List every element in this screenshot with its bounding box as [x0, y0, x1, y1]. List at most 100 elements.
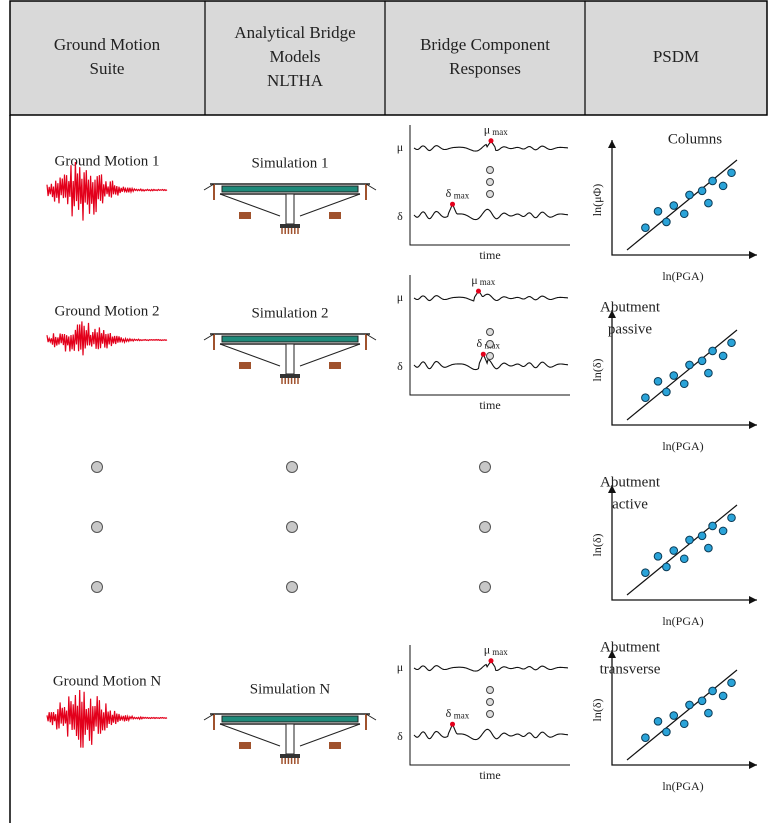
sample-point	[697, 356, 707, 366]
delta-max-base: δ	[446, 186, 452, 200]
delta-label: δ	[397, 729, 403, 743]
deck	[221, 185, 359, 193]
sample-point	[727, 338, 736, 348]
response-axes	[409, 275, 570, 396]
ellipsis-dot	[486, 166, 494, 174]
header-band	[9, 0, 768, 116]
ground-motion-record	[46, 321, 168, 356]
header-text: Suite	[90, 59, 125, 78]
delta-label: δ	[397, 209, 403, 223]
abutment-spring	[239, 212, 251, 219]
sample-point	[653, 717, 663, 726]
sample-point	[679, 379, 689, 389]
ellipsis-dot	[286, 521, 298, 533]
approach	[365, 713, 377, 721]
psdm-x-label: ln(PGA)	[662, 614, 703, 628]
sample-point	[718, 181, 728, 191]
sample-point	[653, 552, 663, 561]
ellipsis-dot	[91, 581, 103, 593]
abutment-spring	[239, 742, 251, 749]
approach	[203, 333, 215, 341]
ellipsis-dot	[286, 581, 298, 593]
arrow	[608, 140, 757, 259]
sample-point	[718, 691, 728, 701]
ellipsis-dot	[486, 190, 494, 198]
mu-label: μ	[397, 140, 403, 154]
sample-point	[662, 387, 671, 397]
simulation-label: Simulation 2	[251, 305, 328, 321]
delta-max-base: δ	[476, 336, 482, 350]
sample-point	[727, 678, 736, 688]
footing	[280, 754, 300, 758]
sample-point	[662, 727, 671, 737]
abutment-spring	[329, 362, 341, 369]
sample-point	[669, 371, 679, 380]
deck-soffit	[219, 723, 361, 747]
peak-marker	[450, 201, 455, 207]
ellipsis-dot	[486, 352, 494, 360]
psdm-y-label: ln(δ)	[590, 359, 604, 382]
sample-point	[679, 719, 689, 729]
ellipsis-dot	[486, 710, 494, 718]
delta-max-base: δ	[446, 706, 452, 720]
sample-point	[708, 176, 717, 186]
sample-point	[685, 190, 694, 200]
approach	[365, 333, 377, 341]
sample-point	[697, 531, 707, 541]
psdm-title: Abutment	[600, 474, 661, 490]
psdm-title: transverse	[600, 661, 661, 677]
column	[285, 193, 295, 225]
sample-point	[697, 186, 707, 196]
psdm-title: passive	[608, 321, 653, 337]
ground-motion-label: Ground Motion N	[53, 673, 162, 689]
sample-point	[669, 546, 679, 555]
response-trace	[413, 722, 569, 741]
sample-point	[708, 521, 717, 531]
psdm-y-label: ln(δ)	[590, 534, 604, 557]
regression-line	[626, 504, 738, 596]
sample-point	[662, 562, 671, 572]
psdm-y-label: ln(μΦ)	[590, 184, 604, 217]
sample-point	[641, 733, 650, 743]
column	[285, 723, 295, 755]
sample-point	[727, 513, 736, 523]
approach	[203, 183, 215, 191]
sample-point	[653, 377, 663, 386]
header-text: Responses	[449, 59, 521, 78]
sample-point	[653, 207, 663, 216]
psdm-title: Columns	[668, 131, 722, 147]
header-text: Models	[270, 47, 321, 66]
ellipsis-dot	[486, 698, 494, 706]
mu-max-sub: max	[480, 277, 496, 287]
psdm-axes	[611, 310, 757, 426]
peak-marker	[488, 658, 494, 664]
sample-point	[685, 360, 694, 370]
sample-point	[718, 351, 728, 361]
psdm-y-label: ln(δ)	[590, 699, 604, 722]
simulation-label: Simulation N	[250, 681, 331, 697]
response-trace	[413, 352, 569, 371]
sample-point	[662, 217, 671, 227]
ellipsis-dot	[486, 340, 494, 348]
ellipsis-dot	[286, 461, 298, 473]
sample-point	[669, 201, 679, 210]
sample-point	[718, 526, 728, 536]
psdm-title: Abutment	[600, 639, 661, 655]
sample-point	[704, 708, 713, 718]
mu-max-base: μ	[484, 123, 490, 137]
peak-marker	[480, 351, 486, 357]
delta-label: δ	[397, 359, 403, 373]
psdm-axes	[611, 485, 757, 601]
sample-point	[679, 554, 689, 564]
response-trace	[413, 202, 569, 221]
mu-max-sub: max	[492, 127, 508, 137]
header-text: PSDM	[653, 47, 699, 66]
ellipsis-dot	[486, 178, 494, 186]
deck	[221, 715, 359, 723]
abutment-spring	[239, 362, 251, 369]
psdm-title: active	[612, 496, 648, 512]
deck-soffit	[219, 193, 361, 217]
sample-point	[727, 168, 736, 178]
time-label: time	[479, 398, 500, 412]
ground-motion-label: Ground Motion 1	[55, 153, 160, 169]
